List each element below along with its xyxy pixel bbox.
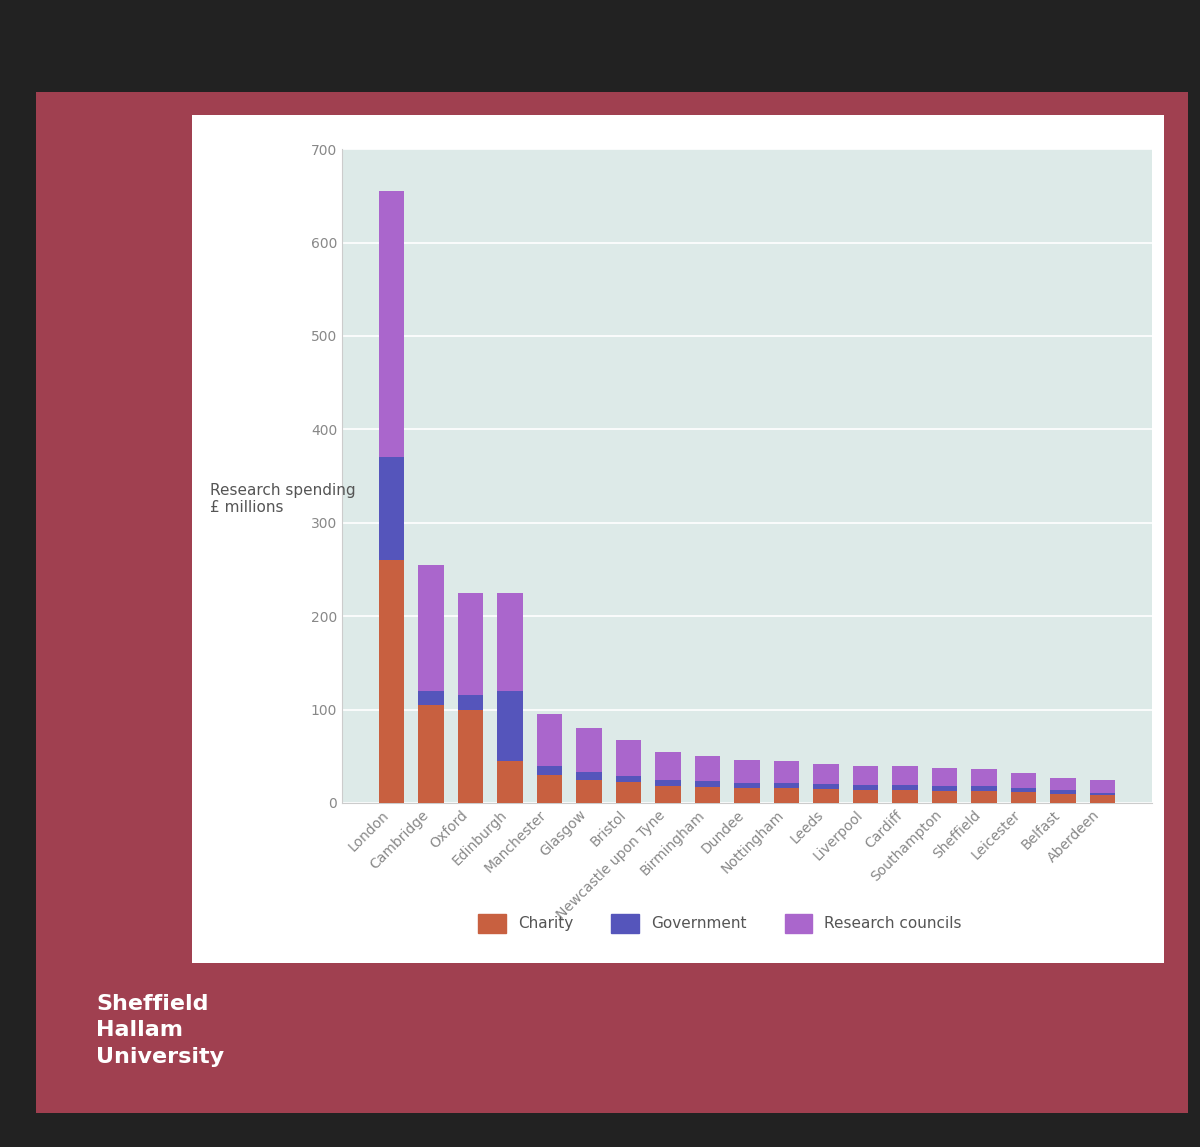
Bar bbox=[536, 775, 563, 803]
Bar bbox=[419, 564, 444, 690]
Bar bbox=[655, 780, 680, 786]
Bar bbox=[419, 704, 444, 803]
Bar bbox=[419, 690, 444, 704]
Bar bbox=[576, 772, 602, 780]
Text: Research spending
£ millions: Research spending £ millions bbox=[210, 483, 355, 515]
Bar bbox=[971, 786, 997, 790]
Bar bbox=[616, 740, 641, 775]
Bar bbox=[1090, 795, 1115, 803]
Bar bbox=[655, 786, 680, 803]
Bar bbox=[379, 458, 404, 560]
Bar bbox=[814, 764, 839, 785]
Bar bbox=[457, 695, 484, 710]
Legend: Charity, Government, Research councils: Charity, Government, Research councils bbox=[472, 907, 968, 938]
Bar bbox=[1050, 790, 1075, 794]
Bar bbox=[774, 788, 799, 803]
Bar bbox=[1050, 794, 1075, 803]
Bar bbox=[814, 785, 839, 789]
Bar bbox=[379, 192, 404, 458]
Bar bbox=[497, 690, 523, 760]
Bar bbox=[1010, 773, 1037, 788]
Bar bbox=[616, 775, 641, 782]
Bar bbox=[734, 788, 760, 803]
Text: Sheffield
Hallam
University: Sheffield Hallam University bbox=[96, 994, 224, 1067]
Bar bbox=[1090, 780, 1115, 793]
Bar bbox=[774, 760, 799, 783]
Bar bbox=[1050, 778, 1075, 790]
Bar bbox=[892, 790, 918, 803]
Bar bbox=[774, 783, 799, 788]
Bar bbox=[971, 790, 997, 803]
Bar bbox=[1010, 791, 1037, 803]
Bar bbox=[379, 560, 404, 803]
Bar bbox=[971, 770, 997, 786]
Bar bbox=[576, 728, 602, 772]
Bar bbox=[695, 787, 720, 803]
Bar bbox=[695, 781, 720, 787]
Bar bbox=[734, 783, 760, 788]
Bar bbox=[655, 751, 680, 780]
Bar bbox=[536, 765, 563, 775]
Bar bbox=[892, 786, 918, 790]
Bar bbox=[616, 782, 641, 803]
Bar bbox=[695, 756, 720, 781]
Bar bbox=[814, 789, 839, 803]
Bar bbox=[536, 715, 563, 765]
Bar bbox=[1090, 793, 1115, 795]
Bar bbox=[1010, 788, 1037, 791]
Bar bbox=[931, 790, 958, 803]
Bar bbox=[497, 593, 523, 690]
Bar bbox=[457, 710, 484, 803]
Bar bbox=[853, 786, 878, 790]
Bar bbox=[576, 780, 602, 803]
Bar bbox=[853, 765, 878, 786]
Bar bbox=[497, 760, 523, 803]
Bar bbox=[457, 593, 484, 695]
Bar bbox=[853, 790, 878, 803]
Bar bbox=[931, 786, 958, 790]
Bar bbox=[892, 766, 918, 786]
Bar bbox=[734, 760, 760, 783]
Bar bbox=[931, 768, 958, 786]
